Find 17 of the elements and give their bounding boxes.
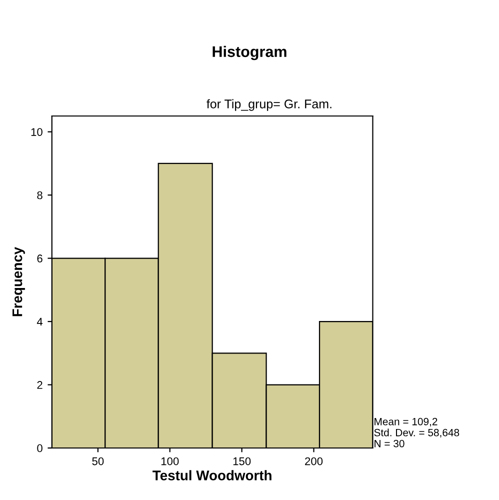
chart-title: Histogram [212,46,286,60]
chart-subtitle: for Tip_grup= Gr. Fam. [206,99,332,111]
y-tick-label: 2 [37,381,42,389]
y-tick-label: 8 [37,191,42,200]
text: Std. Dev. = 58,648 [374,428,460,438]
x-tick-label: 150 [233,457,251,466]
y-axis-title: Frequency [12,246,25,316]
y-tick-label: 6 [37,254,42,262]
x-axis-title: Testul Woodworth [152,470,272,480]
y-tick-label: 4 [36,318,43,326]
x-tick-label: 100 [161,457,179,466]
y-tick-label: 10 [31,128,42,136]
y-tick-label: 0 [37,444,42,452]
text: N = 30 [374,440,404,448]
text: Mean = 109,2 [374,418,438,427]
x-tick-label: 50 [92,457,104,466]
x-tick-label: 200 [305,457,323,466]
